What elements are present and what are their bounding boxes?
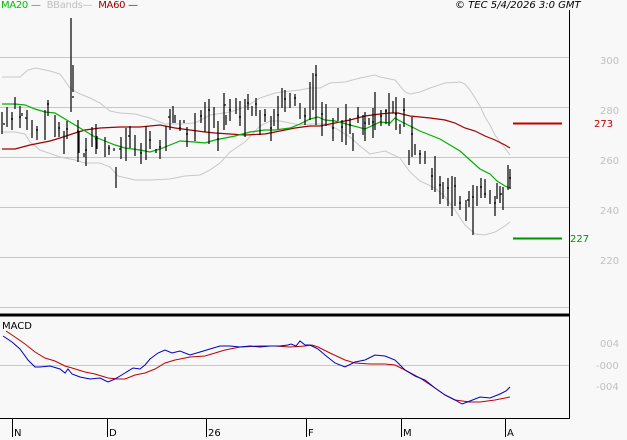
macd-tick-neg004: -004 bbox=[596, 382, 619, 393]
macd-tick-004: 004 bbox=[600, 339, 620, 350]
y-tick-280: 280 bbox=[600, 106, 620, 117]
legend-ma20: MA20 — bbox=[1, 0, 41, 11]
ma60-line bbox=[2, 112, 511, 150]
copyright-timestamp: © TEC 5/4/2026 3:0 GMT bbox=[455, 0, 581, 11]
y-tick-220: 220 bbox=[600, 256, 620, 267]
x-label-nov: N bbox=[14, 428, 22, 439]
legend-ma60: MA60 — bbox=[98, 0, 138, 11]
price-gridlines bbox=[0, 57, 569, 366]
macd-tick-000: -000 bbox=[596, 361, 619, 372]
macd-line bbox=[2, 335, 511, 405]
y-tick-300: 300 bbox=[600, 56, 620, 67]
x-label-apr: A bbox=[507, 428, 514, 439]
legend-bbands: BBands— bbox=[46, 0, 93, 11]
y-tick-260: 260 bbox=[600, 156, 620, 167]
price-bars bbox=[1, 18, 511, 235]
y-tick-240: 240 bbox=[600, 206, 620, 217]
x-label-2026: 26 bbox=[208, 428, 221, 439]
resistance-label: 273 bbox=[594, 119, 614, 130]
ma20-line bbox=[2, 103, 511, 189]
x-label-dec: D bbox=[109, 428, 117, 439]
support-label: 227 bbox=[570, 234, 590, 245]
x-label-mar: M bbox=[403, 428, 412, 439]
chart-legend: MA20 — BBands— MA60 — bbox=[1, 0, 144, 12]
macd-title: MACD bbox=[2, 321, 32, 332]
x-label-feb: F bbox=[308, 428, 314, 439]
